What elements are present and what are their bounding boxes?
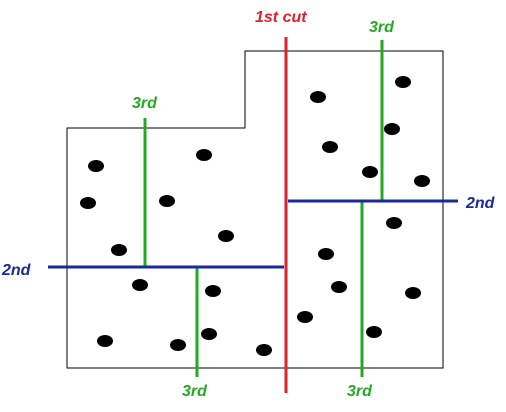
region-outline [66, 50, 444, 369]
point [386, 217, 402, 229]
point [205, 285, 221, 297]
point [405, 287, 421, 299]
point [395, 76, 411, 88]
second-cut-left-label: 2nd [1, 262, 32, 279]
third-cut-bottom-left-label: 3rd [182, 383, 208, 400]
point [384, 123, 400, 135]
point [196, 149, 212, 161]
point [159, 195, 175, 207]
third-cut-top-right-label: 3rd [369, 19, 395, 36]
second-cut-right-label: 2nd [465, 195, 496, 212]
point [366, 326, 382, 338]
point [80, 197, 96, 209]
point [310, 91, 326, 103]
point [111, 244, 127, 256]
third-cut-bottom-right-label: 3rd [347, 383, 373, 400]
point [88, 160, 104, 172]
point [201, 328, 217, 340]
point [318, 248, 334, 260]
point [414, 175, 430, 187]
points [80, 76, 430, 356]
third-cut-top-left-label: 3rd [132, 95, 158, 112]
point [132, 279, 148, 291]
first-cut-label: 1st cut [255, 9, 307, 26]
point [297, 311, 313, 323]
point [331, 281, 347, 293]
point [322, 141, 338, 153]
point [256, 344, 272, 356]
point [362, 166, 378, 178]
point [218, 230, 234, 242]
point [97, 335, 113, 347]
point [170, 339, 186, 351]
